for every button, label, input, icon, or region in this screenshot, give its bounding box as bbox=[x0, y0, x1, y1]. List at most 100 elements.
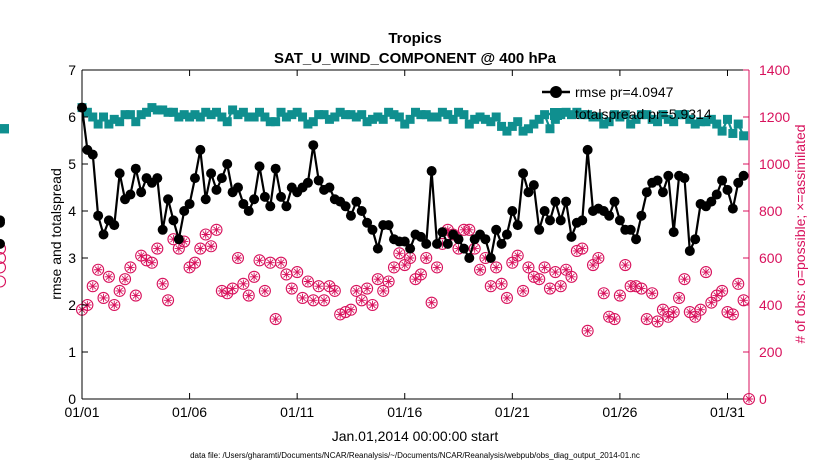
obs-circle bbox=[231, 251, 245, 265]
obs-circle bbox=[500, 291, 513, 305]
rmse-point bbox=[625, 224, 636, 235]
rmse-point bbox=[362, 217, 373, 228]
obs-point bbox=[344, 303, 358, 316]
obs-cross bbox=[578, 244, 587, 253]
totalspread-point bbox=[136, 110, 146, 120]
rmse-point bbox=[453, 234, 464, 245]
totalspread-point bbox=[131, 117, 141, 127]
obs-circle bbox=[0, 275, 7, 288]
obs-point bbox=[355, 294, 368, 307]
totalspread-point bbox=[647, 114, 657, 124]
x-tick-label: 01/26 bbox=[602, 404, 637, 420]
rmse-point bbox=[87, 149, 98, 160]
obs-point bbox=[495, 277, 508, 290]
obs-point bbox=[387, 261, 401, 274]
obs-point bbox=[732, 277, 745, 290]
obs-circle bbox=[274, 256, 288, 269]
obs-cross bbox=[319, 296, 329, 305]
totalspread-point bbox=[593, 112, 603, 122]
totalspread-point bbox=[642, 110, 652, 120]
rmse-point bbox=[356, 206, 367, 216]
obs-circle bbox=[0, 242, 7, 255]
x-tick-label: 01/31 bbox=[710, 404, 745, 420]
obs-point bbox=[296, 291, 309, 305]
rmse-point bbox=[501, 229, 512, 240]
rmse-point bbox=[711, 189, 722, 200]
totalspread-point bbox=[739, 131, 749, 141]
obs-circle bbox=[495, 277, 508, 290]
totalspread-point bbox=[185, 112, 195, 122]
totalspread-point bbox=[179, 110, 189, 120]
totalspread-point bbox=[604, 117, 614, 127]
totalspread-point bbox=[615, 112, 625, 122]
totalspread-point bbox=[265, 117, 275, 127]
x-tick-label: 01/16 bbox=[387, 404, 422, 420]
totalspread-point bbox=[351, 112, 361, 122]
totalspread-point bbox=[437, 107, 447, 117]
obs-point bbox=[92, 263, 105, 276]
totalspread-point bbox=[572, 107, 582, 117]
obs-point bbox=[646, 287, 659, 300]
obs-cross bbox=[115, 286, 124, 296]
obs-cross bbox=[346, 305, 356, 314]
rmse-point bbox=[206, 168, 217, 179]
obs-cross bbox=[255, 256, 264, 265]
legend-rmse-label: rmse pr=4.0947 bbox=[575, 84, 674, 100]
rmse-point bbox=[200, 194, 211, 205]
obs-circle bbox=[301, 275, 314, 288]
obs-cross bbox=[583, 326, 592, 336]
rmse-point bbox=[351, 196, 362, 207]
obs-cross bbox=[120, 274, 130, 284]
obs-circle bbox=[248, 270, 261, 283]
obs-circle bbox=[463, 223, 476, 236]
obs-circle bbox=[473, 263, 487, 276]
obs-point bbox=[328, 284, 341, 297]
obs-point bbox=[500, 291, 513, 305]
totalspread-point bbox=[389, 110, 399, 120]
totalspread-point bbox=[717, 126, 727, 136]
obs-cross bbox=[599, 289, 608, 298]
totalspread-point bbox=[513, 117, 523, 127]
obs-cross bbox=[233, 253, 243, 263]
rmse-point bbox=[722, 184, 733, 195]
chart-subtitle: SAT_U_WIND_COMPONENT @ 400 hPa bbox=[274, 50, 557, 67]
obs-point bbox=[86, 280, 99, 293]
obs-circle bbox=[210, 223, 223, 236]
obs-circle bbox=[699, 266, 713, 279]
obs-cross bbox=[395, 249, 404, 258]
rmse-point bbox=[249, 194, 260, 205]
totalspread-point bbox=[712, 119, 722, 129]
rmse-point bbox=[114, 168, 125, 179]
obs-cross bbox=[206, 242, 216, 251]
totalspread-point bbox=[566, 110, 576, 120]
obs-cross bbox=[674, 293, 684, 303]
totalspread-point bbox=[523, 124, 533, 134]
obs-cross bbox=[314, 282, 323, 291]
obs-point bbox=[430, 261, 444, 274]
obs-cross bbox=[481, 253, 490, 263]
totalspread-point bbox=[507, 121, 517, 131]
obs-cross bbox=[136, 251, 146, 260]
y-left-tick-label: 6 bbox=[68, 109, 76, 125]
rmse-point bbox=[184, 198, 195, 209]
totalspread-point bbox=[174, 112, 184, 122]
totalspread-point bbox=[217, 112, 227, 122]
rmse-point bbox=[507, 206, 518, 216]
totalspread-point bbox=[357, 110, 367, 120]
obs-circle bbox=[382, 275, 395, 288]
obs-cross bbox=[384, 277, 393, 286]
obs-cross bbox=[508, 258, 517, 267]
obs-cross bbox=[352, 286, 361, 296]
rmse-point bbox=[733, 177, 744, 188]
rmse-point bbox=[98, 229, 109, 240]
totalspread-point bbox=[534, 114, 544, 124]
obs-point bbox=[484, 280, 497, 293]
rmse-point bbox=[222, 159, 233, 169]
rmse-point bbox=[195, 144, 206, 155]
obs-point bbox=[619, 258, 632, 272]
obs-circle bbox=[344, 303, 358, 316]
obs-point bbox=[543, 282, 557, 295]
obs-point bbox=[533, 273, 546, 286]
rmse-point bbox=[464, 253, 475, 263]
totalspread-point bbox=[610, 110, 620, 120]
